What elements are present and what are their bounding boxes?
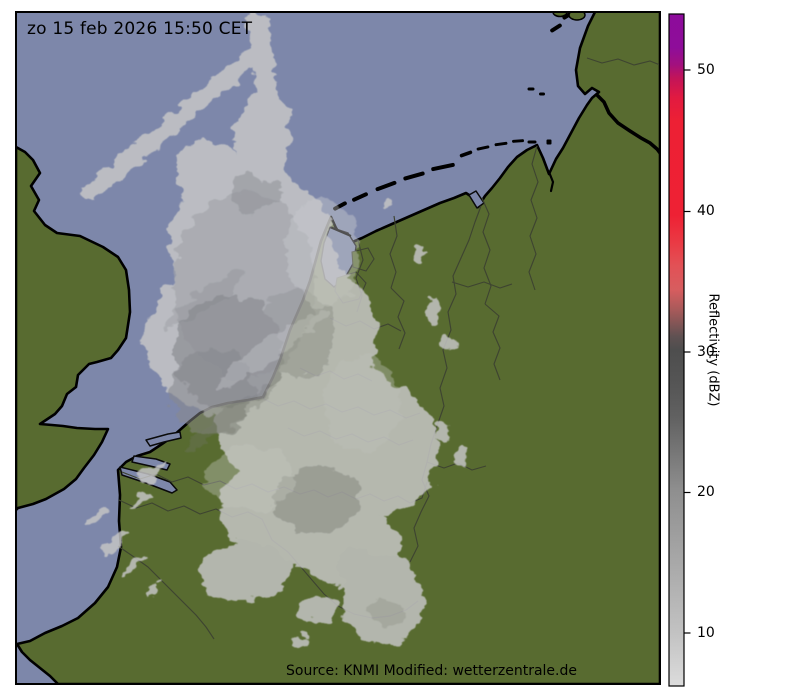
source-credit: Source: KNMI Modified: wetterzentrale.de bbox=[286, 663, 577, 679]
danish-islands bbox=[552, 12, 586, 21]
timestamp-label: zo 15 feb 2026 15:50 CET bbox=[27, 19, 253, 39]
precipitation-layer bbox=[80, 12, 467, 649]
colorbar-tick-label-20: 20 bbox=[697, 484, 715, 500]
elbe-river bbox=[595, 93, 660, 155]
colorbar-tick-label-10: 10 bbox=[697, 625, 715, 641]
weser-river bbox=[547, 170, 555, 193]
england-landmass bbox=[16, 145, 132, 512]
colorbar-tick-label-40: 40 bbox=[697, 203, 715, 219]
estuaries bbox=[119, 190, 485, 494]
colorbar-axis-label: Reflectivity (dBZ) bbox=[705, 293, 721, 407]
colorbar-tick-marks bbox=[684, 69, 691, 634]
colorbar-tick-label-30: 30 bbox=[697, 344, 715, 360]
colorbar bbox=[668, 13, 691, 687]
colorbar-gradient bbox=[668, 13, 685, 687]
colorbar-tick-label-50: 50 bbox=[697, 62, 715, 78]
map-frame bbox=[15, 11, 661, 685]
